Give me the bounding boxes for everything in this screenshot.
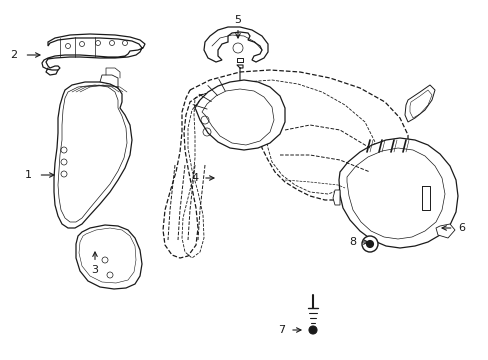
- Circle shape: [308, 326, 316, 334]
- Polygon shape: [42, 34, 145, 70]
- Text: 6: 6: [458, 223, 465, 233]
- Text: 3: 3: [91, 265, 98, 275]
- Text: 2: 2: [10, 50, 18, 60]
- Polygon shape: [404, 85, 434, 122]
- Polygon shape: [54, 82, 132, 228]
- Circle shape: [366, 240, 373, 248]
- Text: 4: 4: [191, 173, 198, 183]
- Polygon shape: [76, 225, 142, 289]
- Polygon shape: [338, 138, 457, 248]
- Polygon shape: [332, 190, 339, 205]
- Text: 1: 1: [24, 170, 31, 180]
- Polygon shape: [195, 80, 285, 150]
- Text: 5: 5: [234, 15, 241, 25]
- Polygon shape: [203, 27, 267, 62]
- Circle shape: [361, 236, 377, 252]
- Text: 8: 8: [349, 237, 356, 247]
- Text: 7: 7: [278, 325, 285, 335]
- Polygon shape: [435, 224, 454, 238]
